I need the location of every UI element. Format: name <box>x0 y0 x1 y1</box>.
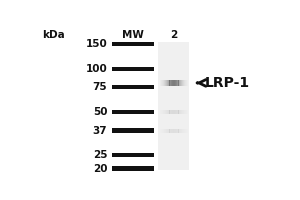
Text: LRP-1: LRP-1 <box>205 76 250 90</box>
Bar <box>112 166 154 171</box>
Bar <box>158 42 189 170</box>
Text: 37: 37 <box>93 126 107 136</box>
Text: 50: 50 <box>93 107 107 117</box>
Text: 150: 150 <box>85 39 107 49</box>
Bar <box>112 85 154 89</box>
Bar <box>112 67 154 71</box>
Text: 2: 2 <box>170 30 177 40</box>
Text: 100: 100 <box>85 64 107 74</box>
Bar <box>112 110 154 114</box>
Bar <box>112 153 154 157</box>
Text: kDa: kDa <box>42 30 65 40</box>
Text: 75: 75 <box>93 82 107 92</box>
Bar <box>112 128 154 133</box>
Text: 20: 20 <box>93 164 107 174</box>
Bar <box>112 42 154 46</box>
Text: MW: MW <box>122 30 144 40</box>
Text: 25: 25 <box>93 150 107 160</box>
